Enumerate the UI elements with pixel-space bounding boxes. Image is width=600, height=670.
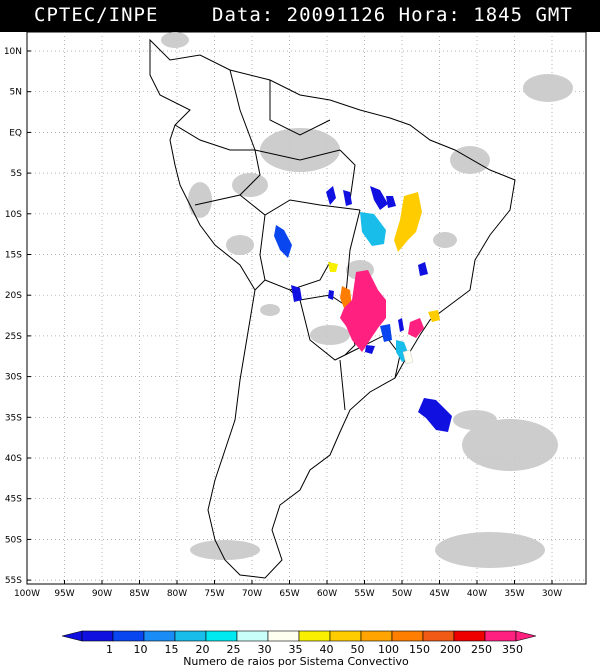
scale-swatch xyxy=(205,630,238,642)
longitude-labels: 100W 95W 90W 85W 80W 75W 70W 65W 60W 55W 50W 45W 40W… xyxy=(14,580,562,599)
lon-tick-label: 45W xyxy=(429,589,449,599)
scale-left-arrow-icon xyxy=(61,630,83,642)
latitude-labels: 10N 5N EQ 5S 10S 15S 20S 25S 30S 35S 40S 45S 50S 55S xyxy=(4,47,31,586)
scale-label: 25 xyxy=(227,643,241,656)
scale-label: 250 xyxy=(471,643,492,656)
lon-tick-label: 35W xyxy=(504,589,524,599)
scale-label: 150 xyxy=(409,643,430,656)
datetime-label: Data: 20091126 Hora: 1845 GMT xyxy=(212,4,573,26)
scale-label: 35 xyxy=(289,643,303,656)
lon-tick-label: 30W xyxy=(542,589,562,599)
scale-label: 15 xyxy=(165,643,179,656)
scale-swatch xyxy=(267,630,300,642)
scale-label: 350 xyxy=(502,643,523,656)
lon-tick-label: 50W xyxy=(392,589,412,599)
scale-swatch xyxy=(422,630,455,642)
scale-swatch xyxy=(236,630,269,642)
lat-tick-label: 25S xyxy=(5,332,22,342)
color-scale: 1 10 15 20 25 30 35 40 50 100 150 200 250 350 xyxy=(61,630,537,656)
lon-tick-label: 40W xyxy=(467,589,487,599)
scale-swatch xyxy=(329,630,362,642)
scale-swatch xyxy=(360,630,393,642)
gridlines xyxy=(27,32,586,584)
lat-tick-label: 45S xyxy=(5,495,22,505)
scale-label: 10 xyxy=(134,643,148,656)
scale-swatch xyxy=(391,630,424,642)
scale-label: 40 xyxy=(320,643,334,656)
lat-tick-label: 55S xyxy=(5,576,22,586)
scale-right-arrow-icon xyxy=(515,630,537,642)
scale-swatch xyxy=(81,630,114,642)
lat-tick-label: 5N xyxy=(10,88,22,98)
scale-label: 1 xyxy=(106,643,113,656)
time-value: 1845 GMT xyxy=(473,4,573,26)
scale-label: 20 xyxy=(196,643,210,656)
lat-tick-label: 5S xyxy=(11,169,23,179)
hora-label: Hora: xyxy=(398,4,461,26)
lat-tick-label: EQ xyxy=(9,128,22,138)
scale-label: 200 xyxy=(440,643,461,656)
data-label: Data: xyxy=(212,4,275,26)
lat-tick-label: 15S xyxy=(5,251,22,261)
scale-title: Numero de raios por Sistema Convectivo xyxy=(183,655,409,668)
map-header: CPTEC/INPE Data: 20091126 Hora: 1845 GMT xyxy=(0,0,600,32)
map-frame xyxy=(26,31,587,585)
lat-tick-label: 20S xyxy=(5,291,22,301)
lat-tick-label: 50S xyxy=(5,535,22,545)
lat-tick-label: 35S xyxy=(5,413,22,423)
scale-swatch xyxy=(298,630,331,642)
scale-swatch xyxy=(112,630,145,642)
lat-tick-label: 10S xyxy=(5,210,22,220)
scale-swatch xyxy=(174,630,207,642)
lon-tick-label: 65W xyxy=(279,589,299,599)
lon-tick-label: 100W xyxy=(14,589,40,599)
lon-tick-label: 80W xyxy=(167,589,187,599)
lon-tick-label: 55W xyxy=(354,589,374,599)
lat-tick-label: 10N xyxy=(4,47,22,57)
scale-label: 50 xyxy=(351,643,365,656)
organization-label: CPTEC/INPE xyxy=(34,4,159,26)
scale-label: 100 xyxy=(378,643,399,656)
lon-tick-label: 75W xyxy=(204,589,224,599)
scale-swatch xyxy=(143,630,176,642)
lon-tick-label: 70W xyxy=(242,589,262,599)
lat-tick-label: 40S xyxy=(5,454,22,464)
lightning-cells xyxy=(274,186,452,432)
lon-tick-label: 85W xyxy=(129,589,149,599)
scale-label: 30 xyxy=(258,643,272,656)
lon-tick-label: 60W xyxy=(317,589,337,599)
scale-swatch xyxy=(453,630,486,642)
date-value: 20091126 xyxy=(286,4,387,26)
lon-tick-label: 95W xyxy=(54,589,74,599)
lon-tick-label: 90W xyxy=(92,589,112,599)
lat-tick-label: 30S xyxy=(5,373,22,383)
scale-swatch xyxy=(484,630,517,642)
